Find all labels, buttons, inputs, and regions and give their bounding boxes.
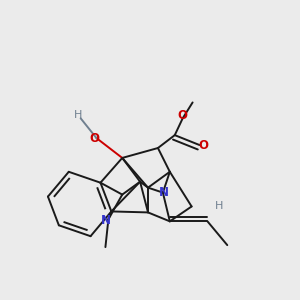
Text: O: O xyxy=(198,139,208,152)
Text: H: H xyxy=(74,110,82,120)
Text: O: O xyxy=(89,132,99,145)
Text: H: H xyxy=(215,202,224,212)
Text: O: O xyxy=(178,109,188,122)
Text: N: N xyxy=(159,186,170,199)
Text: N: N xyxy=(100,214,110,227)
